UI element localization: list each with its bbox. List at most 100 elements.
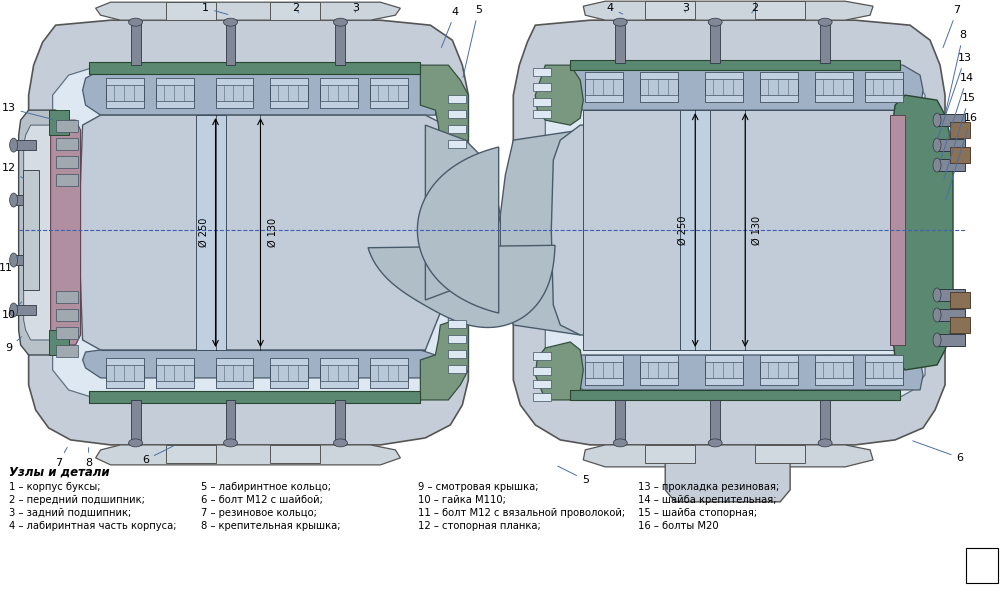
Polygon shape	[937, 114, 965, 126]
Polygon shape	[370, 358, 408, 365]
Polygon shape	[56, 120, 78, 132]
Polygon shape	[156, 78, 194, 85]
Ellipse shape	[10, 193, 18, 207]
Polygon shape	[585, 95, 623, 102]
Polygon shape	[368, 245, 555, 327]
Ellipse shape	[708, 439, 722, 447]
Text: 6: 6	[142, 446, 173, 465]
Polygon shape	[270, 358, 308, 388]
Polygon shape	[448, 140, 466, 148]
Polygon shape	[96, 445, 400, 465]
Polygon shape	[680, 110, 710, 350]
Text: 7: 7	[55, 448, 67, 468]
Polygon shape	[705, 72, 743, 79]
Polygon shape	[106, 358, 144, 388]
Polygon shape	[937, 139, 965, 151]
Polygon shape	[950, 147, 970, 163]
Polygon shape	[448, 365, 466, 373]
Text: 8 – крепительная крышка;: 8 – крепительная крышка;	[201, 521, 340, 531]
Polygon shape	[216, 358, 253, 365]
Polygon shape	[563, 65, 923, 110]
Ellipse shape	[224, 439, 237, 447]
Polygon shape	[56, 138, 78, 150]
Polygon shape	[56, 174, 78, 186]
Polygon shape	[615, 20, 625, 63]
Text: 13 – прокладка резиновая;: 13 – прокладка резиновая;	[638, 482, 779, 492]
Text: 5 – лабиринтное кольцо;: 5 – лабиринтное кольцо;	[201, 482, 331, 492]
Polygon shape	[216, 381, 253, 388]
Text: Ø 130: Ø 130	[267, 217, 277, 247]
Polygon shape	[513, 20, 945, 445]
Polygon shape	[533, 98, 551, 106]
Polygon shape	[585, 72, 623, 102]
Polygon shape	[56, 291, 78, 303]
Polygon shape	[89, 391, 420, 403]
Polygon shape	[755, 1, 805, 19]
Polygon shape	[710, 400, 720, 443]
Text: 11 – болт M12 с вязальной проволокой;: 11 – болт M12 с вязальной проволокой;	[418, 508, 626, 518]
Polygon shape	[53, 65, 448, 400]
Polygon shape	[937, 309, 965, 321]
Ellipse shape	[333, 18, 347, 26]
Polygon shape	[270, 78, 308, 85]
Polygon shape	[335, 400, 345, 445]
Polygon shape	[216, 78, 253, 108]
Polygon shape	[760, 72, 798, 79]
Text: 8: 8	[946, 30, 967, 112]
Text: 14: 14	[941, 73, 974, 159]
Polygon shape	[29, 20, 468, 445]
Ellipse shape	[613, 18, 627, 26]
Polygon shape	[820, 20, 830, 63]
Polygon shape	[270, 101, 308, 108]
Polygon shape	[865, 378, 903, 385]
Polygon shape	[417, 147, 499, 313]
Text: 3 – задний подшипник;: 3 – задний подшипник;	[9, 508, 131, 518]
Polygon shape	[815, 355, 853, 362]
Polygon shape	[23, 170, 39, 290]
Polygon shape	[950, 122, 970, 138]
Polygon shape	[106, 101, 144, 108]
Polygon shape	[370, 78, 408, 85]
Text: 15 – шайба стопорная;: 15 – шайба стопорная;	[638, 508, 757, 518]
Polygon shape	[937, 289, 965, 301]
Polygon shape	[131, 400, 141, 445]
Polygon shape	[156, 358, 194, 365]
Polygon shape	[865, 72, 903, 79]
Polygon shape	[705, 95, 743, 102]
Polygon shape	[583, 1, 873, 20]
Polygon shape	[705, 378, 743, 385]
Text: 11: 11	[0, 257, 19, 273]
Polygon shape	[500, 130, 580, 335]
Text: 9 – смотровая крышка;: 9 – смотровая крышка;	[418, 482, 539, 492]
Text: 14 – шайба крепительная;: 14 – шайба крепительная;	[638, 495, 777, 505]
Polygon shape	[710, 20, 720, 63]
Polygon shape	[216, 78, 253, 85]
Polygon shape	[937, 159, 965, 171]
Polygon shape	[196, 115, 226, 350]
Polygon shape	[533, 393, 551, 401]
Ellipse shape	[708, 18, 722, 26]
Polygon shape	[49, 330, 69, 355]
Text: 12 – стопорная планка;: 12 – стопорная планка;	[418, 521, 541, 531]
Polygon shape	[96, 2, 400, 20]
Ellipse shape	[129, 18, 143, 26]
Polygon shape	[14, 305, 36, 315]
Polygon shape	[370, 358, 408, 388]
Polygon shape	[865, 95, 903, 102]
Polygon shape	[585, 378, 623, 385]
Ellipse shape	[10, 303, 18, 317]
Text: 6 – болт M12 с шайбой;: 6 – болт M12 с шайбой;	[201, 495, 322, 505]
Polygon shape	[131, 20, 141, 65]
Text: 3: 3	[352, 3, 359, 13]
Text: Ø 250: Ø 250	[678, 215, 688, 244]
Ellipse shape	[933, 308, 941, 322]
Polygon shape	[106, 358, 144, 365]
Ellipse shape	[10, 253, 18, 267]
Polygon shape	[226, 20, 235, 65]
Polygon shape	[820, 400, 830, 443]
Polygon shape	[49, 110, 69, 135]
Polygon shape	[56, 156, 78, 168]
Polygon shape	[270, 2, 320, 20]
Polygon shape	[890, 115, 905, 345]
Text: 10: 10	[2, 302, 22, 320]
